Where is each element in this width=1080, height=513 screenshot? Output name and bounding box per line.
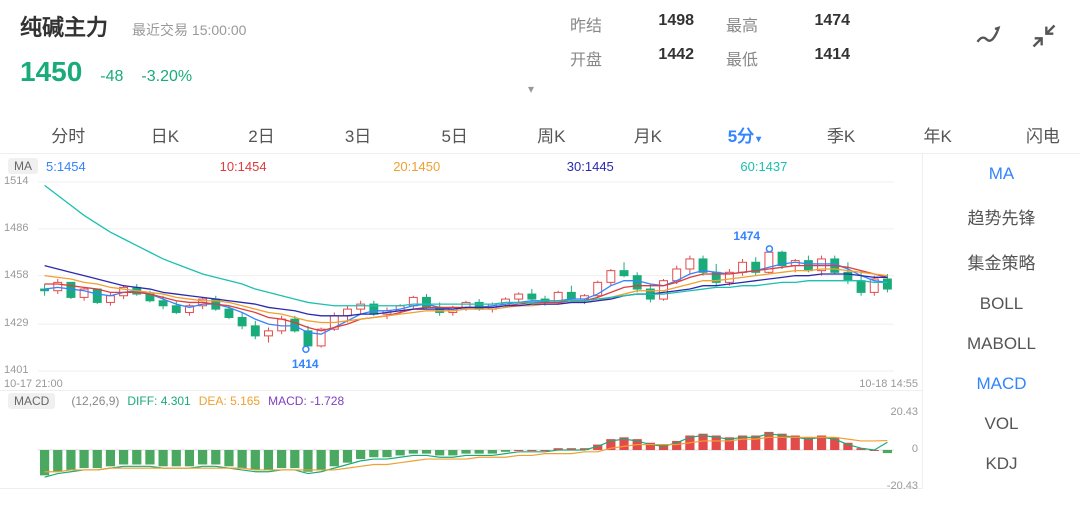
indicator-item[interactable]: MABOLL (923, 324, 1080, 364)
macd-legend-item: DEA: 5.165 (199, 394, 260, 408)
header: 纯碱主力 最近交易 15:00:00 1450 -48 -3.20% 昨结 14… (0, 0, 1080, 88)
instrument-title: 纯碱主力 (20, 10, 108, 42)
timeframe-tab[interactable]: 季K (793, 116, 890, 153)
open-label: 开盘 (570, 46, 602, 70)
x-axis-label-left: 10-17 21:00 (4, 378, 63, 390)
timeframe-tab[interactable]: 5日 (406, 116, 503, 153)
collapse-icon[interactable] (1030, 22, 1058, 55)
prev-close-value: 1498 (634, 12, 694, 36)
macd-legend-item: MACD: -1.728 (268, 394, 344, 408)
high-label: 最高 (726, 12, 758, 36)
timeframe-tab[interactable]: 日K (117, 116, 214, 153)
expand-caret-icon[interactable]: ▾ (528, 82, 534, 96)
last-price: 1450 (20, 56, 82, 88)
draw-icon[interactable] (974, 22, 1002, 55)
price-change-abs: -48 (100, 68, 123, 86)
open-value: 1442 (634, 46, 694, 70)
timeframe-tab[interactable]: 5分▾ (696, 116, 793, 153)
y-axis-tick: 1429 (4, 317, 28, 329)
macd-y-tick: -20.43 (887, 480, 918, 492)
candlestick-chart[interactable]: 1514 1486 1458 1429 1401 10-17 21:00 10-18 14:… (0, 176, 922, 391)
y-axis-tick: 1401 (4, 364, 28, 376)
last-trade-timestamp: 最近交易 15:00:00 (132, 20, 246, 40)
low-label: 最低 (726, 46, 758, 70)
indicator-item[interactable]: MACD (923, 364, 1080, 404)
lightning-tab[interactable]: 闪电 (986, 116, 1060, 153)
price-marker-label: 1474 (733, 229, 760, 243)
timeframe-tab[interactable]: 周K (503, 116, 600, 153)
y-axis-tick: 1514 (4, 175, 28, 187)
ohlc-grid: 昨结 1498 最高 1474 开盘 1442 最低 1414 (570, 12, 850, 70)
ma-legend-item: 30:1445 (567, 159, 741, 174)
macd-legend-bar: MACD (12,26,9) DIFF: 4.301 DEA: 5.165 MACD… (0, 391, 922, 411)
timeframe-tabs: 分时日K2日3日5日周K月K5分▾季K年K闪电 (0, 116, 1080, 153)
timeframe-tab[interactable]: 年K (889, 116, 986, 153)
indicator-item[interactable]: 集金策略 (923, 239, 1080, 284)
macd-params: (12,26,9) (71, 394, 119, 408)
macd-chart[interactable]: 20.430-20.43 (0, 411, 922, 489)
ma-legend-label: MA (8, 158, 38, 174)
y-axis-tick: 1486 (4, 222, 28, 234)
indicator-item[interactable]: KDJ (923, 444, 1080, 484)
macd-legend-item: DIFF: 4.301 (127, 394, 190, 408)
indicator-sidebar: MA趋势先锋集金策略BOLLMABOLLMACDVOLKDJ (922, 154, 1080, 489)
ma-legend-item: 60:1437 (740, 159, 914, 174)
timeframe-tab[interactable]: 月K (600, 116, 697, 153)
timeframe-tab[interactable]: 分时 (20, 116, 117, 153)
high-value: 1474 (790, 12, 850, 36)
indicator-item[interactable]: MA (923, 154, 1080, 194)
low-value: 1414 (790, 46, 850, 70)
macd-y-tick: 20.43 (890, 406, 918, 418)
timeframe-tab[interactable]: 2日 (213, 116, 310, 153)
indicator-item[interactable]: 趋势先锋 (923, 194, 1080, 239)
macd-y-tick: 0 (912, 443, 918, 455)
indicator-item[interactable]: VOL (923, 404, 1080, 444)
price-marker-label: 1414 (292, 357, 319, 371)
ma-legend-bar: MA 5:145410:145420:145030:144560:1437 (0, 154, 922, 176)
prev-close-label: 昨结 (570, 12, 602, 36)
indicator-item[interactable]: BOLL (923, 284, 1080, 324)
y-axis-tick: 1458 (4, 269, 28, 281)
dropdown-caret-icon: ▾ (756, 134, 761, 145)
ma-legend-item: 10:1454 (220, 159, 394, 174)
timeframe-tab[interactable]: 3日 (310, 116, 407, 153)
x-axis-label-right: 10-18 14:55 (859, 378, 918, 390)
macd-legend-label: MACD (8, 393, 55, 409)
ma-legend-item: 5:1454 (46, 159, 220, 174)
ma-legend-item: 20:1450 (393, 159, 567, 174)
price-change-pct: -3.20% (141, 68, 192, 86)
